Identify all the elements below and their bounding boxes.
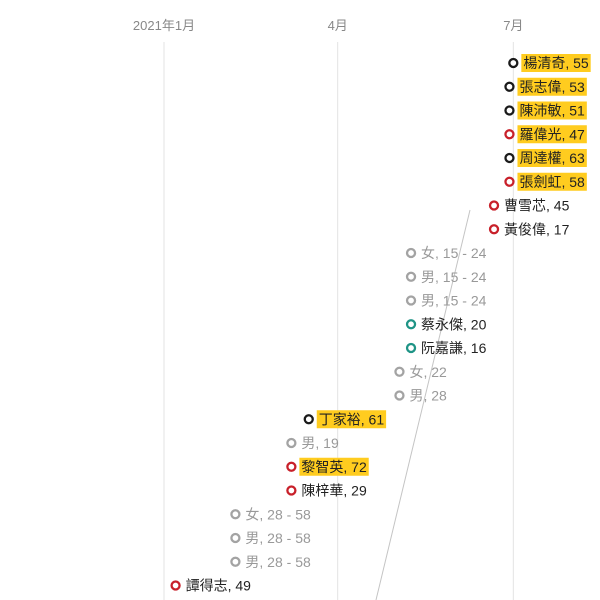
label-highlight [316,410,387,429]
data-point: 張志偉, 53 [504,77,587,96]
points-layer: 楊清奇, 55 張志偉, 53 陳沛敏, 51 羅偉光, 47 周達權, 63 張劍虹, … [170,54,591,594]
point-label: 楊清奇, 55 [523,55,589,71]
point-marker [405,247,417,259]
point-label: 女, 15 - 24 [421,245,487,261]
data-point: 周達權, 63 [504,149,587,167]
data-point: 陳沛敏, 51 [504,101,587,120]
point-label: 男, 15 - 24 [421,293,487,309]
point-label: 阮嘉謙, 16 [421,340,487,356]
data-point: 丁家裕, 61 [303,410,387,429]
data-point: 男, 28 [394,388,447,404]
point-label: 張志偉, 53 [519,79,585,95]
point-marker [394,366,405,377]
point-label: 張劍虹, 58 [519,174,585,190]
point-marker [405,342,417,354]
data-point: 男, 19 [286,435,339,451]
data-point: 譚得志, 49 [170,578,252,594]
label-highlight [517,149,587,167]
point-label: 周達權, 63 [519,150,585,166]
label-highlight [299,457,369,476]
point-marker [405,271,417,282]
data-point: 曹雪芯, 45 [488,198,570,214]
x-tick-label: 2021年1月 [133,18,195,33]
data-point: 阮嘉謙, 16 [405,340,487,356]
label-highlight [517,172,587,191]
point-marker [504,152,515,164]
point-marker [303,414,314,425]
point-marker [286,437,297,449]
point-label: 黃俊偉, 17 [504,221,570,237]
point-label: 蔡永傑, 20 [421,316,487,332]
data-point: 蔡永傑, 20 [405,316,487,332]
point-marker [394,390,405,401]
data-point: 黃俊偉, 17 [488,221,570,237]
data-point: 女, 15 - 24 [405,245,487,261]
data-point: 男, 15 - 24 [405,269,487,285]
point-label: 丁家裕, 61 [319,411,385,427]
point-label: 女, 22 [409,364,447,380]
data-point: 男, 28 - 58 [230,530,311,546]
point-label: 男, 19 [301,435,339,451]
point-marker [286,461,297,472]
point-label: 男, 28 [409,388,447,404]
point-label: 男, 28 - 58 [245,554,311,570]
label-highlight [521,54,591,72]
point-label: 女, 28 - 58 [245,506,311,522]
trend-layer [375,209,471,600]
data-point: 女, 28 - 58 [230,506,311,522]
label-highlight [517,101,587,120]
point-marker [488,224,500,235]
point-marker [504,81,515,92]
data-point: 羅偉光, 47 [504,125,587,144]
point-marker [230,532,241,544]
data-point: 女, 22 [394,364,447,380]
label-highlight [517,125,587,144]
point-marker [230,556,241,567]
point-label: 黎智英, 72 [301,459,367,475]
point-label: 曹雪芯, 45 [504,198,570,214]
point-marker [405,319,417,330]
point-marker [504,105,515,116]
data-point: 陳梓華, 29 [286,483,367,499]
x-tick-label: 7月 [503,18,523,33]
point-marker [504,176,515,187]
point-marker [405,295,417,306]
point-marker [504,129,515,140]
x-tick-label: 4月 [328,18,348,33]
point-label: 陳沛敏, 51 [519,103,585,119]
data-point: 黎智英, 72 [286,457,369,476]
data-point: 楊清奇, 55 [508,54,591,72]
point-marker [170,580,181,591]
point-marker [230,509,241,520]
point-label: 陳梓華, 29 [301,483,367,499]
point-marker [488,200,500,211]
point-label: 男, 28 - 58 [245,530,311,546]
trend-line [375,209,471,600]
data-point: 男, 15 - 24 [405,293,487,309]
point-marker [286,485,297,496]
point-marker [508,57,519,69]
point-label: 男, 15 - 24 [421,269,487,285]
data-point: 男, 28 - 58 [230,554,311,570]
point-label: 羅偉光, 47 [519,126,585,142]
x-axis-ticks: 2021年1月 4月 7月 [133,18,524,33]
label-highlight [517,77,587,96]
data-point: 張劍虹, 58 [504,172,587,191]
point-label: 譚得志, 49 [186,578,252,594]
